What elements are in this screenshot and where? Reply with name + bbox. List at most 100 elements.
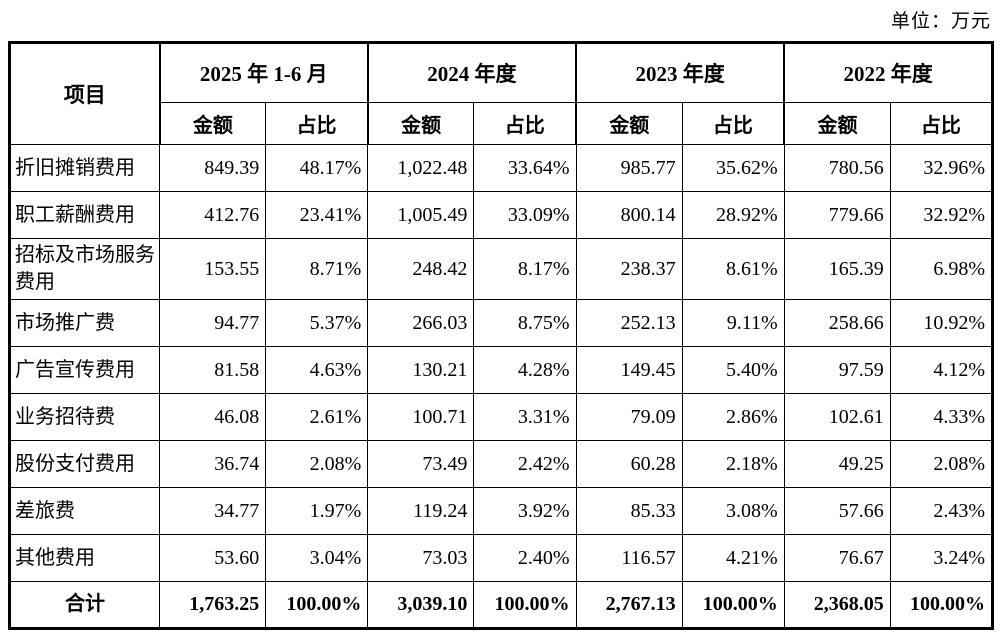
cell-ratio-2023: 4.21% <box>681 534 785 582</box>
cell-amount-2022: 49.25 <box>783 440 891 488</box>
cell-amount-2024: 248.42 <box>367 238 475 300</box>
table-row: 股份支付费用 36.74 2.08% 73.49 2.42% 60.28 2.1… <box>8 440 994 488</box>
cell-amount-2025: 34.77 <box>159 487 267 535</box>
table-row: 其他费用 53.60 3.04% 73.03 2.40% 116.57 4.21… <box>8 534 994 582</box>
cell-amount-2025: 81.58 <box>159 346 267 394</box>
cell-amount-2023: 800.14 <box>575 191 683 239</box>
cell-ratio-2025: 2.08% <box>265 440 369 488</box>
expense-breakdown-table: 项目 2025 年 1-6 月 2024 年度 2023 年度 2022 年度 … <box>8 41 994 630</box>
total-amount-2023: 2,767.13 <box>575 581 683 629</box>
cell-amount-2022: 76.67 <box>783 534 891 582</box>
cell-ratio-2023: 9.11% <box>681 299 785 347</box>
cell-amount-2025: 46.08 <box>159 393 267 441</box>
cell-amount-2023: 60.28 <box>575 440 683 488</box>
total-amount-2024: 3,039.10 <box>367 581 475 629</box>
cell-amount-2022: 165.39 <box>783 238 891 300</box>
cell-ratio-2025: 2.61% <box>265 393 369 441</box>
table-row: 广告宣传费用 81.58 4.63% 130.21 4.28% 149.45 5… <box>8 346 994 394</box>
row-label: 职工薪酬费用 <box>8 191 161 239</box>
cell-ratio-2025: 4.63% <box>265 346 369 394</box>
header-row-periods: 项目 2025 年 1-6 月 2024 年度 2023 年度 2022 年度 <box>8 42 994 145</box>
cell-amount-2022: 780.56 <box>783 144 891 192</box>
cell-amount-2022: 102.61 <box>783 393 891 441</box>
table-row: 业务招待费 46.08 2.61% 100.71 3.31% 79.09 2.8… <box>8 393 994 441</box>
column-header-ratio-2024: 占比 <box>473 102 577 145</box>
cell-ratio-2022: 10.92% <box>889 299 994 347</box>
table-row: 招标及市场服务费用 153.55 8.71% 248.42 8.17% 238.… <box>8 238 994 300</box>
column-header-period-2025: 2025 年 1-6 月 <box>158 42 369 103</box>
unit-label: 单位：万元 <box>890 11 991 32</box>
cell-amount-2025: 412.76 <box>159 191 267 239</box>
cell-amount-2024: 1,005.49 <box>367 191 475 239</box>
cell-amount-2022: 258.66 <box>783 299 891 347</box>
cell-amount-2024: 119.24 <box>367 487 475 535</box>
cell-amount-2025: 53.60 <box>159 534 267 582</box>
cell-amount-2024: 130.21 <box>367 346 475 394</box>
column-header-amount-2023: 金额 <box>575 102 683 145</box>
cell-ratio-2025: 8.71% <box>265 238 369 300</box>
cell-ratio-2025: 1.97% <box>265 487 369 535</box>
cell-amount-2023: 79.09 <box>575 393 683 441</box>
cell-amount-2024: 100.71 <box>367 393 475 441</box>
cell-amount-2025: 153.55 <box>159 238 267 300</box>
cell-ratio-2023: 28.92% <box>681 191 785 239</box>
cell-ratio-2022: 32.96% <box>889 144 994 192</box>
cell-ratio-2024: 2.42% <box>473 440 577 488</box>
table-row: 差旅费 34.77 1.97% 119.24 3.92% 85.33 3.08%… <box>8 487 994 535</box>
total-ratio-2022: 100.00% <box>889 581 994 629</box>
cell-amount-2025: 849.39 <box>159 144 267 192</box>
column-header-period-2024: 2024 年度 <box>366 42 577 103</box>
cell-amount-2023: 149.45 <box>575 346 683 394</box>
total-row-label: 合计 <box>8 581 161 629</box>
cell-ratio-2022: 32.92% <box>889 191 994 239</box>
cell-ratio-2023: 2.18% <box>681 440 785 488</box>
row-label: 市场推广费 <box>8 299 161 347</box>
cell-amount-2024: 73.03 <box>367 534 475 582</box>
cell-amount-2023: 116.57 <box>575 534 683 582</box>
cell-amount-2025: 36.74 <box>159 440 267 488</box>
cell-ratio-2022: 4.12% <box>889 346 994 394</box>
cell-ratio-2023: 8.61% <box>681 238 785 300</box>
cell-ratio-2023: 35.62% <box>681 144 785 192</box>
table-row: 市场推广费 94.77 5.37% 266.03 8.75% 252.13 9.… <box>8 299 994 347</box>
column-header-ratio-2023: 占比 <box>681 102 785 145</box>
row-label: 业务招待费 <box>8 393 161 441</box>
cell-ratio-2022: 3.24% <box>889 534 994 582</box>
column-header-item: 项目 <box>8 42 161 145</box>
cell-amount-2022: 57.66 <box>783 487 891 535</box>
cell-amount-2023: 252.13 <box>575 299 683 347</box>
cell-ratio-2022: 6.98% <box>889 238 994 300</box>
cell-ratio-2025: 3.04% <box>265 534 369 582</box>
column-header-amount-2025: 金额 <box>158 102 267 145</box>
row-label: 股份支付费用 <box>8 440 161 488</box>
cell-ratio-2022: 2.43% <box>889 487 994 535</box>
cell-ratio-2023: 3.08% <box>681 487 785 535</box>
cell-ratio-2024: 8.75% <box>473 299 577 347</box>
column-header-ratio-2022: 占比 <box>889 102 994 145</box>
total-row: 合计 1,763.25 100.00% 3,039.10 100.00% 2,7… <box>8 581 994 629</box>
cell-ratio-2024: 3.31% <box>473 393 577 441</box>
cell-ratio-2025: 5.37% <box>265 299 369 347</box>
column-header-ratio-2025: 占比 <box>265 102 369 145</box>
total-amount-2025: 1,763.25 <box>159 581 267 629</box>
table-row: 职工薪酬费用 412.76 23.41% 1,005.49 33.09% 800… <box>8 191 994 239</box>
row-label: 招标及市场服务费用 <box>8 238 161 300</box>
column-header-amount-2022: 金额 <box>783 102 891 145</box>
cell-ratio-2025: 48.17% <box>265 144 369 192</box>
cell-ratio-2023: 2.86% <box>681 393 785 441</box>
row-label: 差旅费 <box>8 487 161 535</box>
row-label: 折旧摊销费用 <box>8 144 161 192</box>
cell-amount-2023: 238.37 <box>575 238 683 300</box>
cell-amount-2023: 85.33 <box>575 487 683 535</box>
cell-amount-2024: 1,022.48 <box>367 144 475 192</box>
cell-amount-2022: 97.59 <box>783 346 891 394</box>
row-label: 其他费用 <box>8 534 161 582</box>
total-ratio-2023: 100.00% <box>681 581 785 629</box>
cell-ratio-2024: 2.40% <box>473 534 577 582</box>
row-label: 广告宣传费用 <box>8 346 161 394</box>
column-header-period-2022: 2022 年度 <box>783 42 994 103</box>
cell-amount-2024: 73.49 <box>367 440 475 488</box>
table-row: 折旧摊销费用 849.39 48.17% 1,022.48 33.64% 985… <box>8 144 994 192</box>
cell-amount-2024: 266.03 <box>367 299 475 347</box>
cell-ratio-2024: 8.17% <box>473 238 577 300</box>
